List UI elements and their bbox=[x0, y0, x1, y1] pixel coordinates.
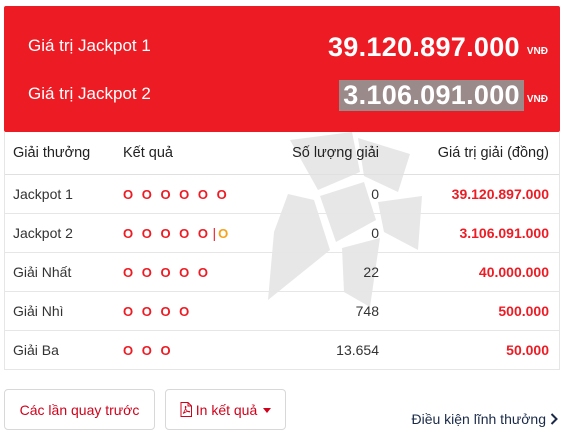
prize-value: 40.000.000 bbox=[383, 252, 559, 292]
prize-name: Jackpot 2 bbox=[5, 213, 123, 253]
prize-amount: 50.000 bbox=[506, 341, 549, 358]
prize-value: 50.000 bbox=[383, 330, 559, 369]
ball-icons: O O O O O bbox=[123, 264, 211, 280]
table-row: Giải Nhất O O O O O 22 40.000.000 bbox=[5, 252, 559, 292]
table-row: Giải Nhì O O O O 748 500.000 bbox=[5, 291, 559, 331]
table-header-row: Giải thưởng Kết quả Số lượng giải Giá tr… bbox=[5, 132, 559, 175]
prize-value: 500.000 bbox=[383, 291, 559, 331]
table-row: Jackpot 2 O O O O O | O 0 3.106.091.000 bbox=[5, 213, 559, 253]
results-table-container: Giải thưởng Kết quả Số lượng giải Giá tr… bbox=[4, 132, 560, 370]
col-header-count: Số lượng giải bbox=[253, 132, 383, 175]
winner-count: 13.654 bbox=[336, 341, 379, 358]
prize-name: Giải Nhất bbox=[5, 252, 123, 292]
jackpot-banner: Giá trị Jackpot 1 39.120.897.000 VNĐ Giá… bbox=[4, 6, 560, 132]
prize-name: Giải Ba bbox=[13, 341, 59, 358]
result-balls: O O O O O bbox=[123, 252, 253, 292]
prize-amount: 500.000 bbox=[498, 302, 549, 319]
print-results-button[interactable]: In kết quả bbox=[165, 389, 286, 430]
extra-ball-icon: O bbox=[218, 225, 229, 241]
col-header-prize: Giải thưởng bbox=[5, 132, 123, 175]
jackpot-1-currency: VNĐ bbox=[526, 45, 548, 57]
result-balls: O O O bbox=[123, 330, 253, 369]
col-header-result: Kết quả bbox=[123, 132, 253, 175]
jackpot-2-currency: VNĐ bbox=[526, 93, 548, 105]
table-row: Giải Ba O O O 13.654 50.000 bbox=[5, 330, 559, 369]
table-row: Jackpot 1 O O O O O O 0 39.120.897.000 bbox=[5, 174, 559, 214]
jackpot-1-row: Giá trị Jackpot 1 39.120.897.000 VNĐ bbox=[4, 26, 560, 68]
prize-value: 3.106.091.000 bbox=[383, 213, 559, 253]
prize-amount: 3.106.091.000 bbox=[459, 224, 549, 241]
jackpot-1-label: Giá trị Jackpot 1 bbox=[28, 36, 151, 55]
pdf-file-icon bbox=[180, 402, 192, 417]
result-balls: O O O O bbox=[123, 291, 253, 331]
prize-amount: 39.120.897.000 bbox=[451, 185, 549, 202]
result-balls: O O O O O O bbox=[123, 174, 253, 214]
prize-amount: 40.000.000 bbox=[478, 263, 549, 280]
jackpot-2-amount: 3.106.091.000 bbox=[339, 79, 524, 111]
winner-count: 0 bbox=[253, 174, 383, 214]
prize-terms-label: Điều kiện lĩnh thưởng bbox=[411, 411, 546, 427]
ball-icons: O O O bbox=[123, 342, 174, 358]
previous-draws-button[interactable]: Các lần quay trước bbox=[4, 389, 155, 430]
results-table: Giải thưởng Kết quả Số lượng giải Giá tr… bbox=[5, 132, 559, 369]
winner-count: 22 bbox=[253, 252, 383, 292]
chevron-right-icon bbox=[550, 413, 558, 425]
ball-icons: O O O O O bbox=[123, 225, 211, 241]
result-balls: O O O O O | O bbox=[123, 213, 253, 253]
print-results-label: In kết quả bbox=[195, 401, 258, 418]
previous-draws-label: Các lần quay trước bbox=[19, 401, 140, 418]
prize-value: 39.120.897.000 bbox=[383, 174, 559, 214]
ball-icons: O O O O bbox=[123, 303, 192, 319]
ball-icons: O O O O O O bbox=[123, 186, 230, 202]
jackpot-2-row: Giá trị Jackpot 2 3.106.091.000 VNĐ bbox=[4, 74, 560, 116]
prize-name: Giải Nhì bbox=[5, 291, 123, 331]
prize-terms-link[interactable]: Điều kiện lĩnh thưởng bbox=[411, 411, 558, 427]
winner-count: 0 bbox=[253, 213, 383, 253]
jackpot-1-value: 39.120.897.000 VNĐ bbox=[324, 26, 548, 68]
jackpot-2-label: Giá trị Jackpot 2 bbox=[28, 84, 151, 103]
col-header-value: Giá trị giải (đồng) bbox=[383, 132, 559, 175]
caret-down-icon bbox=[263, 408, 272, 413]
jackpot-1-amount: 39.120.897.000 bbox=[327, 31, 520, 62]
separator: | bbox=[212, 224, 217, 241]
jackpot-2-value: 3.106.091.000 VNĐ bbox=[339, 74, 548, 116]
winner-count: 748 bbox=[253, 291, 383, 331]
prize-name: Jackpot 1 bbox=[5, 174, 123, 214]
